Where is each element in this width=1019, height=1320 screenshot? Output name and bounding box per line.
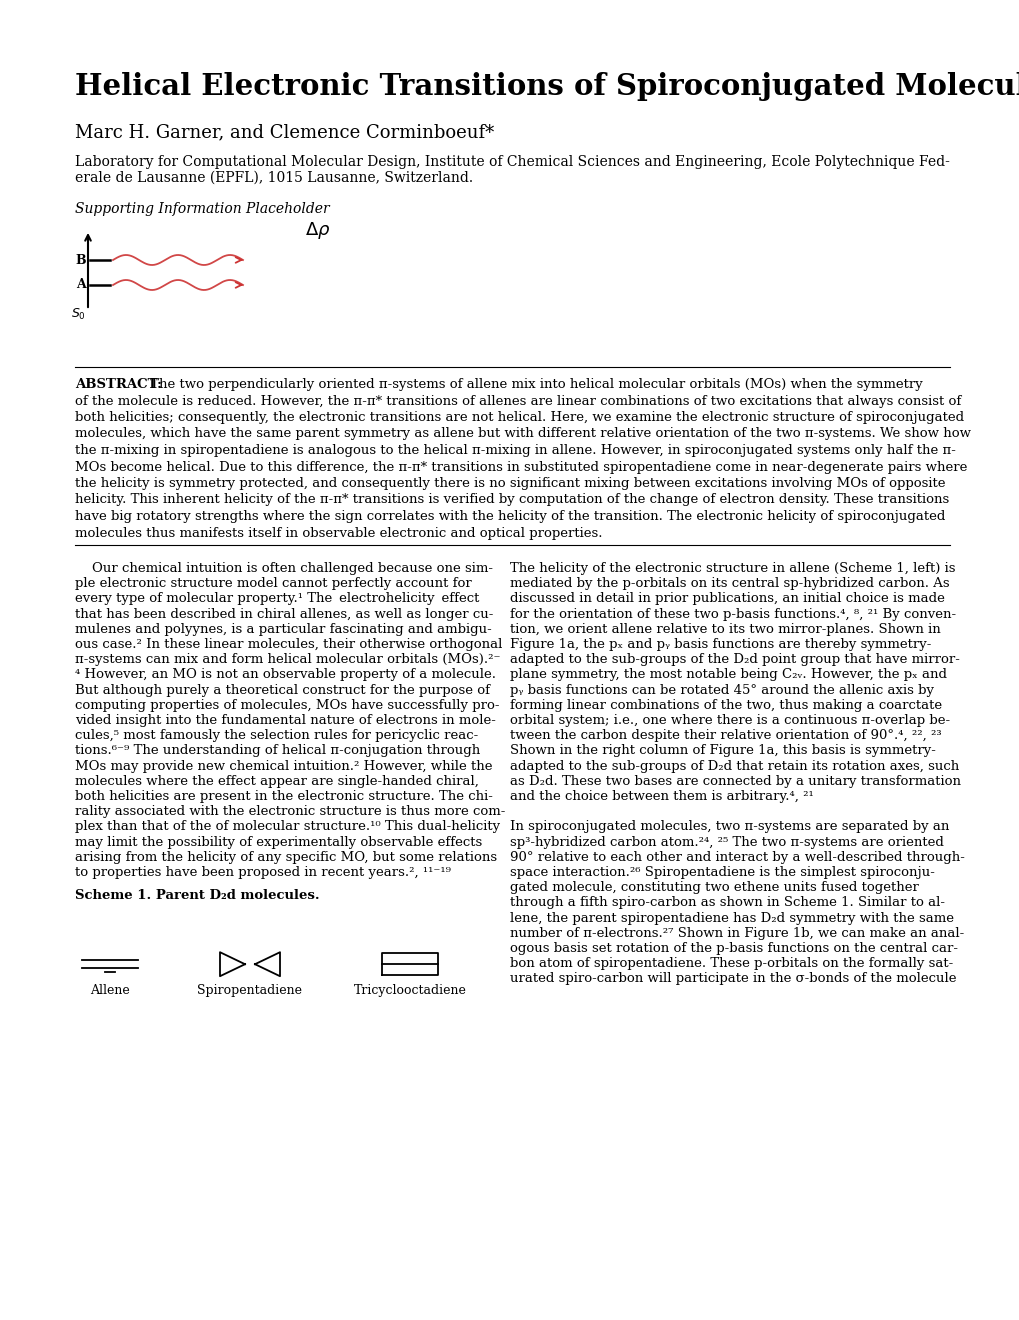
Text: cules,⁵ most famously the selection rules for pericyclic reac-: cules,⁵ most famously the selection rule… [75, 729, 478, 742]
Text: The two perpendicularly oriented π-systems of allene mix into helical molecular : The two perpendicularly oriented π-syste… [146, 378, 922, 391]
Text: Helical Electronic Transitions of Spiroconjugated Molecules: Helical Electronic Transitions of Spiroc… [75, 73, 1019, 102]
Text: molecules thus manifests itself in observable electronic and optical properties.: molecules thus manifests itself in obser… [75, 527, 602, 540]
Text: MOs may provide new chemical intuition.² However, while the: MOs may provide new chemical intuition.²… [75, 759, 492, 772]
Text: as D₂d. These two bases are connected by a unitary transformation: as D₂d. These two bases are connected by… [510, 775, 960, 788]
Text: The helicity of the electronic structure in allene (Scheme 1, left) is: The helicity of the electronic structure… [510, 562, 955, 576]
Text: may limit the possibility of experimentally observable effects: may limit the possibility of experimenta… [75, 836, 482, 849]
Text: plane symmetry, the most notable being C₂ᵥ. However, the pₓ and: plane symmetry, the most notable being C… [510, 668, 946, 681]
Text: ⁴ However, an MO is not an observable property of a molecule.: ⁴ However, an MO is not an observable pr… [75, 668, 495, 681]
Text: forming linear combinations of the two, thus making a coarctate: forming linear combinations of the two, … [510, 698, 942, 711]
Text: ogous basis set rotation of the p-basis functions on the central car-: ogous basis set rotation of the p-basis … [510, 942, 957, 954]
Text: orbital system; i.e., one where there is a continuous π-overlap be-: orbital system; i.e., one where there is… [510, 714, 949, 727]
Text: Tricyclooctadiene: Tricyclooctadiene [354, 985, 466, 997]
Text: to properties have been proposed in recent years.², ¹¹⁻¹⁹: to properties have been proposed in rece… [75, 866, 450, 879]
Text: tion, we orient allene relative to its two mirror-planes. Shown in: tion, we orient allene relative to its t… [510, 623, 940, 636]
Text: molecules where the effect appear are single-handed chiral,: molecules where the effect appear are si… [75, 775, 478, 788]
Text: bon atom of spiropentadiene. These p-orbitals on the formally sat-: bon atom of spiropentadiene. These p-orb… [510, 957, 953, 970]
Text: In spiroconjugated molecules, two π-systems are separated by an: In spiroconjugated molecules, two π-syst… [510, 821, 949, 833]
Text: molecules, which have the same parent symmetry as allene but with different rela: molecules, which have the same parent sy… [75, 428, 970, 441]
Text: tween the carbon despite their relative orientation of 90°.⁴, ²², ²³: tween the carbon despite their relative … [510, 729, 941, 742]
Text: tions.⁶⁻⁹ The understanding of helical π-conjugation through: tions.⁶⁻⁹ The understanding of helical π… [75, 744, 480, 758]
Text: Allene: Allene [90, 985, 129, 997]
Text: the helicity is symmetry protected, and consequently there is no significant mix: the helicity is symmetry protected, and … [75, 477, 945, 490]
Text: mulenes and polyynes, is a particular fascinating and ambigu-: mulenes and polyynes, is a particular fa… [75, 623, 491, 636]
Text: erale de Lausanne (EPFL), 1015 Lausanne, Switzerland.: erale de Lausanne (EPFL), 1015 Lausanne,… [75, 172, 473, 185]
Text: sp³-hybridized carbon atom.²⁴, ²⁵ The two π-systems are oriented: sp³-hybridized carbon atom.²⁴, ²⁵ The tw… [510, 836, 943, 849]
Text: that has been described in chiral allenes, as well as longer cu-: that has been described in chiral allene… [75, 607, 493, 620]
Text: 90° relative to each other and interact by a well-described through-: 90° relative to each other and interact … [510, 851, 964, 863]
Text: through a fifth spiro-carbon as shown in Scheme 1. Similar to al-: through a fifth spiro-carbon as shown in… [510, 896, 944, 909]
Text: ABSTRACT:: ABSTRACT: [75, 378, 162, 391]
Text: adapted to the sub-groups of D₂d that retain its rotation axes, such: adapted to the sub-groups of D₂d that re… [510, 759, 958, 772]
Text: the π-mixing in spiropentadiene is analogous to the helical π-mixing in allene. : the π-mixing in spiropentadiene is analo… [75, 444, 955, 457]
Text: mediated by the p-orbitals on its central sp-hybridized carbon. As: mediated by the p-orbitals on its centra… [510, 577, 949, 590]
Text: and the choice between them is arbitrary.⁴, ²¹: and the choice between them is arbitrary… [510, 789, 813, 803]
Text: Supporting Information Placeholder: Supporting Information Placeholder [75, 202, 329, 216]
Text: both helicities are present in the electronic structure. The chi-: both helicities are present in the elect… [75, 789, 492, 803]
Text: urated spiro-carbon will participate in the σ-bonds of the molecule: urated spiro-carbon will participate in … [510, 973, 956, 986]
Text: But although purely a theoretical construct for the purpose of: But although purely a theoretical constr… [75, 684, 489, 697]
Text: ous case.² In these linear molecules, their otherwise orthogonal: ous case.² In these linear molecules, th… [75, 638, 502, 651]
Text: computing properties of molecules, MOs have successfully pro-: computing properties of molecules, MOs h… [75, 698, 499, 711]
Text: $S_0$: $S_0$ [71, 308, 86, 322]
Text: B: B [75, 253, 86, 267]
Text: rality associated with the electronic structure is thus more com-: rality associated with the electronic st… [75, 805, 504, 818]
Text: ple electronic structure model cannot perfectly account for: ple electronic structure model cannot pe… [75, 577, 472, 590]
Text: plex than that of the of molecular structure.¹⁰ This dual-helicity: plex than that of the of molecular struc… [75, 821, 499, 833]
Text: vided insight into the fundamental nature of electrons in mole-: vided insight into the fundamental natur… [75, 714, 495, 727]
Text: space interaction.²⁶ Spiropentadiene is the simplest spiroconju-: space interaction.²⁶ Spiropentadiene is … [510, 866, 934, 879]
Text: discussed in detail in prior publications, an initial choice is made: discussed in detail in prior publication… [510, 593, 944, 606]
Text: π-systems can mix and form helical molecular orbitals (MOs).²⁻: π-systems can mix and form helical molec… [75, 653, 500, 667]
Text: pᵧ basis functions can be rotated 45° around the allenic axis by: pᵧ basis functions can be rotated 45° ar… [510, 684, 933, 697]
Text: Marc H. Garner, and Clemence Corminboeuf*: Marc H. Garner, and Clemence Corminboeuf… [75, 123, 494, 141]
Text: MOs become helical. Due to this difference, the π-π* transitions in substituted : MOs become helical. Due to this differen… [75, 461, 966, 474]
Text: gated molecule, constituting two ethene units fused together: gated molecule, constituting two ethene … [510, 882, 918, 894]
Text: for the orientation of these two p-basis functions.⁴, ⁸, ²¹ By conven-: for the orientation of these two p-basis… [510, 607, 955, 620]
Text: every type of molecular property.¹ The  electrohelicity  effect: every type of molecular property.¹ The e… [75, 593, 479, 606]
Text: have big rotatory strengths where the sign correlates with the helicity of the t: have big rotatory strengths where the si… [75, 510, 945, 523]
Text: Scheme 1. Parent D₂d molecules.: Scheme 1. Parent D₂d molecules. [75, 890, 319, 902]
Text: number of π-electrons.²⁷ Shown in Figure 1b, we can make an anal-: number of π-electrons.²⁷ Shown in Figure… [510, 927, 963, 940]
Text: Spiropentadiene: Spiropentadiene [198, 985, 303, 997]
Text: Shown in the right column of Figure 1a, this basis is symmetry-: Shown in the right column of Figure 1a, … [510, 744, 935, 758]
Text: arising from the helicity of any specific MO, but some relations: arising from the helicity of any specifi… [75, 851, 496, 863]
Text: helicity. This inherent helicity of the π-π* transitions is verified by computat: helicity. This inherent helicity of the … [75, 494, 949, 507]
Text: $\Delta\rho$: $\Delta\rho$ [305, 220, 330, 242]
Text: Laboratory for Computational Molecular Design, Institute of Chemical Sciences an: Laboratory for Computational Molecular D… [75, 154, 949, 169]
Text: both helicities; consequently, the electronic transitions are not helical. Here,: both helicities; consequently, the elect… [75, 411, 963, 424]
Text: of the molecule is reduced. However, the π-π* transitions of allenes are linear : of the molecule is reduced. However, the… [75, 395, 960, 408]
Text: Our chemical intuition is often challenged because one sim-: Our chemical intuition is often challeng… [75, 562, 492, 576]
Text: lene, the parent spiropentadiene has D₂d symmetry with the same: lene, the parent spiropentadiene has D₂d… [510, 912, 953, 924]
Text: A: A [76, 279, 86, 292]
Text: adapted to the sub-groups of the D₂d point group that have mirror-: adapted to the sub-groups of the D₂d poi… [510, 653, 959, 667]
Text: Figure 1a, the pₓ and pᵧ basis functions are thereby symmetry-: Figure 1a, the pₓ and pᵧ basis functions… [510, 638, 930, 651]
